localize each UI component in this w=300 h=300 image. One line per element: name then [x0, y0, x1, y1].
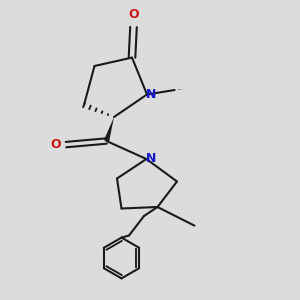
Text: methyl: methyl	[178, 89, 182, 90]
Text: N: N	[146, 88, 156, 101]
Polygon shape	[104, 117, 114, 142]
Text: N: N	[146, 152, 156, 166]
Text: O: O	[128, 8, 139, 21]
Text: O: O	[50, 138, 61, 151]
